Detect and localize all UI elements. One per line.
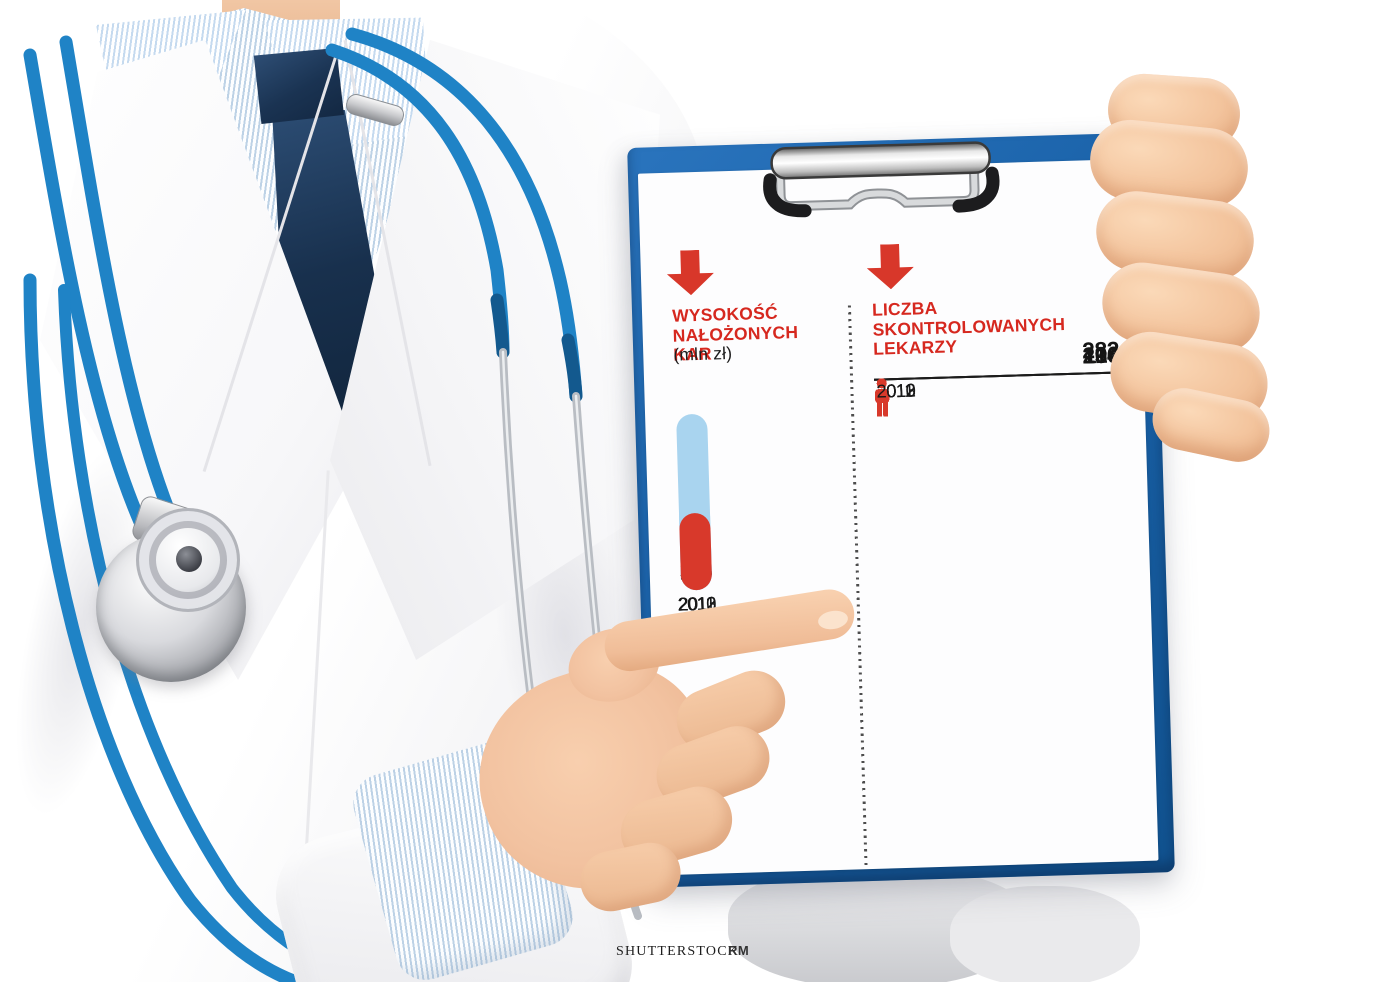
photo-credit: SHUTTERSTOCK xyxy=(616,944,740,959)
fines-chart-title: WYSOKOŚĆ NAŁOŻONYCH KAR (mln zł) xyxy=(672,303,799,365)
title-line: SKONTROLOWANYCH xyxy=(872,313,1066,340)
bar xyxy=(678,512,712,591)
pictogram-row: 2824 xyxy=(874,336,1132,417)
fines-bar-chart: 3,87,52,53,3 xyxy=(668,385,712,591)
doctors-pictogram-chart: 1303 2010 2066 2011 1142 2012 2824 2013 xyxy=(874,336,1133,417)
necktie-knot xyxy=(253,48,344,124)
holding-arm-sleeve xyxy=(950,886,1140,982)
stethoscope-diaphragm-center xyxy=(176,546,202,572)
stethoscope-tube xyxy=(345,27,583,403)
clipboard-clip-metal xyxy=(763,141,1000,218)
unit-label: (mln zł) xyxy=(672,342,733,365)
down-arrow-icon xyxy=(666,249,714,295)
title-line: LICZBA xyxy=(871,297,938,320)
doctors-chart-title: LICZBA SKONTROLOWANYCH LEKARZY xyxy=(872,298,1066,359)
pointing-hand xyxy=(420,585,880,925)
person-icon xyxy=(875,378,890,417)
clipboard-clip xyxy=(755,139,1008,234)
clipboard-paper: WYSOKOŚĆ NAŁOŻONYCH KAR (mln zł) 3,87,52… xyxy=(637,158,1159,876)
stethoscope-connector xyxy=(345,94,405,126)
holding-hand xyxy=(1080,71,1276,468)
clip-corner-right xyxy=(952,166,1000,213)
clip-bar xyxy=(770,141,991,180)
pointing-index-finger xyxy=(601,585,858,675)
stethoscope-tube xyxy=(59,35,177,521)
stethoscope-tube xyxy=(23,48,147,529)
down-arrow-icon xyxy=(866,244,914,290)
stethoscope-diaphragm xyxy=(136,508,240,612)
title-line: NAŁOŻONYCH xyxy=(672,321,799,346)
rights-credit: RM xyxy=(728,943,750,958)
stethoscope-tube xyxy=(23,273,314,982)
stethoscope-tube-tip xyxy=(490,293,510,359)
clipboard: WYSOKOŚĆ NAŁOŻONYCH KAR (mln zł) 3,87,52… xyxy=(627,132,1175,888)
stethoscope-tube-tip xyxy=(561,333,583,403)
icon-line xyxy=(874,378,890,418)
year-label: 2013 xyxy=(876,379,916,402)
clip-corner-left xyxy=(763,173,812,218)
title-line: LEKARZY xyxy=(872,336,958,359)
